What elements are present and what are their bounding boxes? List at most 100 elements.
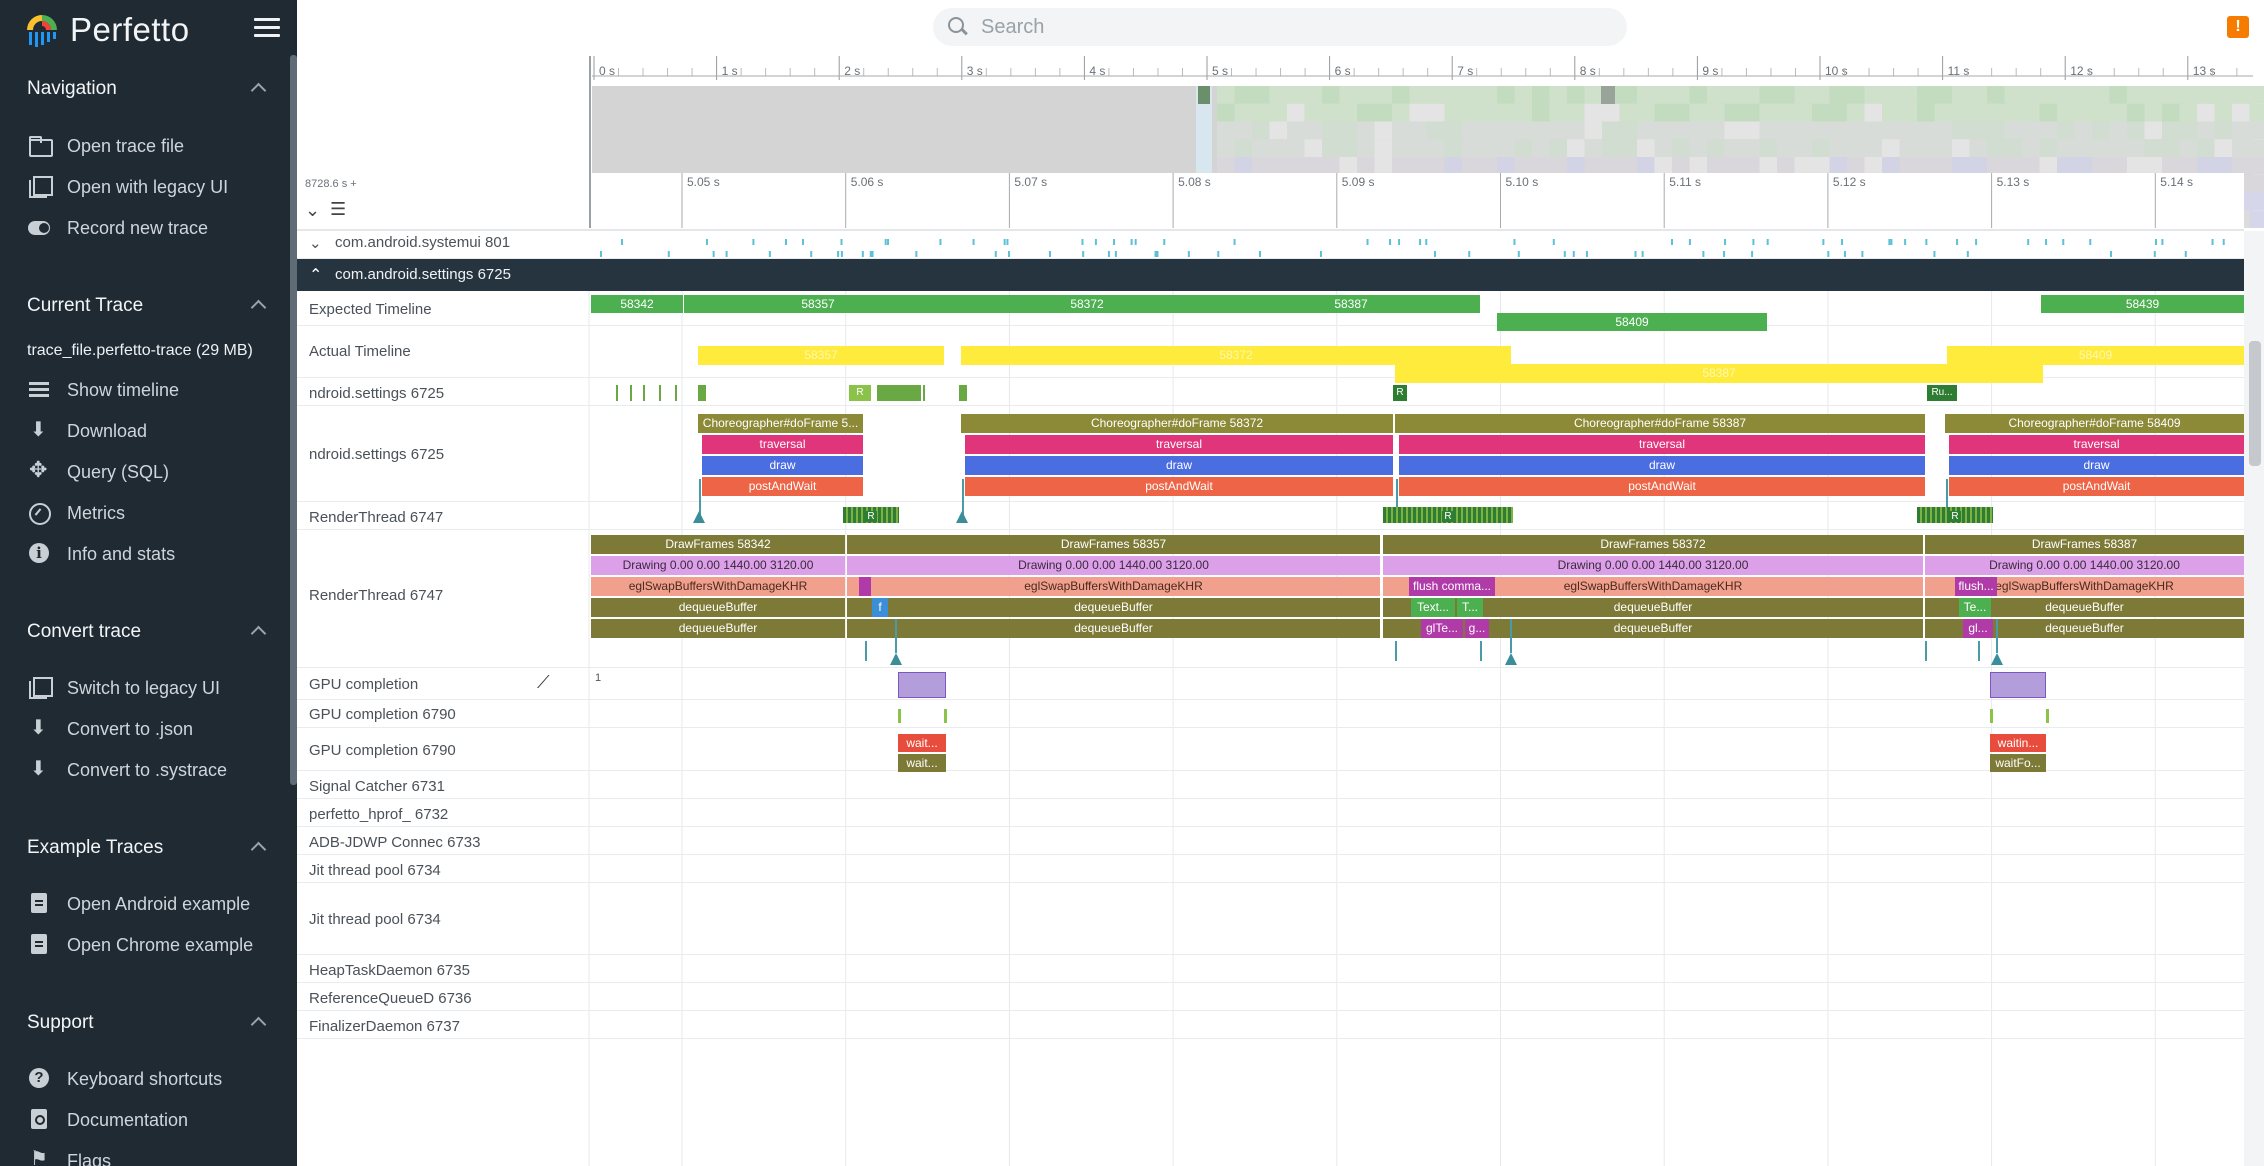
dequeue-buffer-slice[interactable]: dequeueBuffer <box>1383 619 1923 638</box>
dequeue-buffer-slice[interactable]: dequeueBuffer <box>847 598 1380 617</box>
sidebar-item-download[interactable]: Download <box>27 416 147 446</box>
sidebar-item-keyboard-shortcuts[interactable]: Keyboard shortcuts <box>27 1064 222 1094</box>
error-report-icon[interactable]: ! <box>2227 16 2249 38</box>
track-row[interactable]: GPU completion ⟋ 1 <box>297 668 2244 700</box>
thread-state-slice[interactable]: R <box>843 507 899 523</box>
flush-commands-slice[interactable]: flush comma... <box>1409 577 1495 596</box>
choreographer-doframe-slice[interactable]: Choreographer#doFrame 5... <box>698 414 863 433</box>
sidebar-item-switch-legacy-ui[interactable]: Switch to legacy UI <box>27 673 220 703</box>
thread-state-slice[interactable]: R <box>1383 507 1513 523</box>
render-sub-slice[interactable]: f <box>872 598 888 617</box>
sidebar-item-record-new-trace[interactable]: Record new trace <box>27 213 208 243</box>
egl-swap-buffers-slice[interactable]: eglSwapBuffersWithDamageKHR <box>1925 577 2244 596</box>
chevron-down-icon[interactable]: ⌄ <box>309 235 322 252</box>
track-row[interactable]: Actual Timeline <box>297 326 2244 378</box>
drawing-slice[interactable]: Drawing 0.00 0.00 1440.00 3120.00 <box>1925 556 2244 575</box>
overview-timeline[interactable]: 0 s 1 s 2 s 3 s 4 s 5 s 6 s 7 s 8 s 9 s 10 s 11 s 12… <box>297 56 2264 231</box>
dequeue-buffer-slice[interactable]: dequeueBuffer <box>1383 598 1923 617</box>
gpu-wait-slice[interactable]: wait... <box>898 734 946 752</box>
overview-viewport-handle[interactable] <box>1198 86 1210 104</box>
thread-state-slice[interactable] <box>898 709 901 723</box>
drawframes-slice[interactable]: DrawFrames 58387 <box>1925 535 2244 554</box>
thread-state-slice[interactable] <box>1990 709 1993 723</box>
track-row[interactable]: Signal Catcher 6731 <box>297 771 2244 799</box>
chevron-up-icon[interactable]: ⌃ <box>309 267 323 284</box>
sidebar-item-open-android-example[interactable]: Open Android example <box>27 889 250 919</box>
gpu-wait-slice[interactable]: waitin... <box>1990 734 2046 752</box>
choreographer-doframe-slice[interactable]: Choreographer#doFrame 58372 <box>961 414 1393 433</box>
track-row[interactable]: FinalizerDaemon 6737 <box>297 1011 2244 1039</box>
dequeue-buffer-slice[interactable]: dequeueBuffer <box>1925 619 2244 638</box>
thread-state-slice[interactable] <box>616 385 618 401</box>
section-current-trace-title[interactable]: Current Trace <box>27 295 144 316</box>
track-row[interactable]: Jit thread pool 6734 <box>297 883 2244 955</box>
expected-frame-slice[interactable]: 58409 <box>1497 313 1767 331</box>
section-support-title[interactable]: Support <box>27 1012 94 1033</box>
dequeue-buffer-slice[interactable]: dequeueBuffer <box>591 598 845 617</box>
expanded-process-group-header[interactable]: ⌃ com.android.settings 6725 <box>297 259 2244 291</box>
text-slice[interactable]: Te... <box>1959 598 1991 617</box>
sidebar-item-query-sql[interactable]: Query (SQL) <box>27 457 169 487</box>
track-row[interactable]: GPU completion 6790 <box>297 700 2244 728</box>
sidebar-item-convert-json[interactable]: Convert to .json <box>27 714 193 744</box>
track-row[interactable]: Expected Timeline <box>297 291 2244 326</box>
chevron-up-icon[interactable] <box>251 839 265 853</box>
draw-slice[interactable]: draw <box>702 456 863 475</box>
actual-frame-slice[interactable]: 58409 <box>1947 346 2244 365</box>
thread-state-slice[interactable] <box>675 385 677 401</box>
traversal-slice[interactable]: traversal <box>965 435 1393 454</box>
gl-slice[interactable]: glTe... <box>1421 619 1463 638</box>
post-and-wait-slice[interactable]: postAndWait <box>1399 477 1925 496</box>
dequeue-buffer-slice[interactable]: dequeueBuffer <box>1925 598 2244 617</box>
render-sub-slice[interactable] <box>859 577 871 596</box>
gl-slice[interactable]: gl... <box>1963 619 1993 638</box>
sidebar-item-open-trace-file[interactable]: Open trace file <box>27 131 184 161</box>
text-slice[interactable]: Text... <box>1411 598 1455 617</box>
search-box[interactable] <box>933 8 1627 46</box>
track-row[interactable]: GPU completion 6790 <box>297 728 2244 771</box>
actual-frame-slice[interactable]: 58357 <box>698 346 944 365</box>
post-and-wait-slice[interactable]: postAndWait <box>702 477 863 496</box>
track-row[interactable]: ndroid.settings 6725 <box>297 406 2244 502</box>
track-area[interactable]: ⌄ com.android.systemui 801 ⌃ com.android… <box>297 231 2264 1166</box>
text-slice[interactable]: T... <box>1457 598 1483 617</box>
actual-frame-slice[interactable]: 58372 <box>961 346 1511 365</box>
track-row[interactable]: ADB-JDWP Connec 6733 <box>297 827 2244 855</box>
track-row[interactable]: RenderThread 6747 <box>297 502 2244 530</box>
thread-state-slice[interactable] <box>2046 709 2049 723</box>
menu-icon[interactable] <box>254 18 280 38</box>
track-row[interactable]: Jit thread pool 6734 <box>297 855 2244 883</box>
sidebar-item-flags[interactable]: Flags <box>27 1146 111 1166</box>
sidebar-item-convert-systrace[interactable]: Convert to .systrace <box>27 755 227 785</box>
actual-frame-slice[interactable]: 58387 <box>1395 364 2043 383</box>
traversal-slice[interactable]: traversal <box>702 435 863 454</box>
thread-state-slice[interactable]: R <box>1917 507 1993 523</box>
egl-swap-buffers-slice[interactable]: eglSwapBuffersWithDamageKHR <box>847 577 1380 596</box>
section-navigation-title[interactable]: Navigation <box>27 78 117 99</box>
drawing-slice[interactable]: Drawing 0.00 0.00 1440.00 3120.00 <box>591 556 845 575</box>
drawframes-slice[interactable]: DrawFrames 58342 <box>591 535 845 554</box>
post-and-wait-slice[interactable]: postAndWait <box>965 477 1393 496</box>
post-and-wait-slice[interactable]: postAndWait <box>1949 477 2244 496</box>
choreographer-doframe-slice[interactable]: Choreographer#doFrame 58409 <box>1945 414 2244 433</box>
sidebar-scrollbar[interactable] <box>290 55 297 785</box>
thread-state-slice[interactable] <box>959 385 967 401</box>
flush-commands-slice[interactable]: flush... <box>1955 577 1997 596</box>
drawframes-slice[interactable]: DrawFrames 58372 <box>1383 535 1923 554</box>
sort-tracks-icon[interactable]: ☰ <box>330 199 347 219</box>
track-row[interactable]: perfetto_hprof_ 6732 <box>297 799 2244 827</box>
sidebar-item-metrics[interactable]: Metrics <box>27 498 125 528</box>
gpu-wait-slice[interactable]: waitFo... <box>1990 754 2046 772</box>
drawing-slice[interactable]: Drawing 0.00 0.00 1440.00 3120.00 <box>1383 556 1923 575</box>
section-convert-trace-title[interactable]: Convert trace <box>27 621 142 642</box>
egl-swap-buffers-slice[interactable]: eglSwapBuffersWithDamageKHR <box>591 577 845 596</box>
expected-frame-slice[interactable]: 58372 <box>952 295 1222 313</box>
dequeue-buffer-slice[interactable]: dequeueBuffer <box>847 619 1380 638</box>
sidebar-item-open-chrome-example[interactable]: Open Chrome example <box>27 930 253 960</box>
search-input[interactable] <box>981 15 1581 39</box>
draw-slice[interactable]: draw <box>1399 456 1925 475</box>
thread-state-slice[interactable] <box>877 385 921 401</box>
gl-slice[interactable]: g... <box>1465 619 1489 638</box>
thread-state-slice[interactable]: R <box>1393 385 1407 401</box>
thread-state-slice[interactable] <box>643 385 645 401</box>
